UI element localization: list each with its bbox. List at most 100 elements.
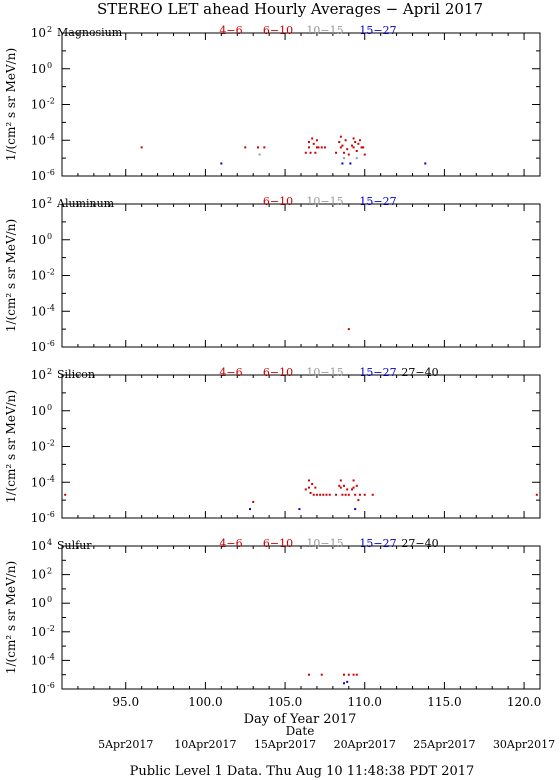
- element-label: Silicon: [57, 368, 95, 381]
- legend-label: 10−15: [306, 195, 343, 208]
- date-tick-label: 15Apr2017: [254, 738, 316, 751]
- legend-label: 4−6: [219, 24, 242, 37]
- data-point: [343, 484, 346, 487]
- data-point: [346, 148, 349, 151]
- data-point: [335, 493, 338, 496]
- series-6-10: [304, 479, 374, 502]
- data-point: [140, 146, 143, 149]
- date-tick-label: 25Apr2017: [413, 738, 475, 751]
- data-point: [249, 508, 252, 511]
- y-tick-label: 10: [31, 98, 46, 112]
- data-point: [307, 673, 310, 676]
- data-point: [350, 144, 353, 147]
- data-point: [355, 149, 358, 152]
- data-point: [354, 141, 357, 144]
- data-point: [339, 146, 342, 149]
- legend-label: 15−27: [359, 366, 396, 379]
- data-point: [311, 137, 314, 140]
- plot-frame: [61, 545, 541, 690]
- y-tick-exponent: -6: [47, 168, 55, 177]
- data-point: [312, 142, 315, 145]
- data-point: [352, 673, 355, 676]
- data-point: [220, 162, 223, 165]
- data-point: [309, 491, 312, 494]
- data-point: [355, 673, 358, 676]
- series-15-27: [220, 162, 427, 165]
- series-6-10: [307, 673, 358, 676]
- y-tick-label: 10: [31, 682, 46, 696]
- data-point: [325, 493, 328, 496]
- legend-label: 6−10: [263, 366, 293, 379]
- x-tick-label: 105.0: [268, 695, 302, 709]
- data-point: [64, 493, 67, 496]
- data-point: [355, 484, 358, 487]
- x-axis-label: Day of Year 2017: [244, 712, 357, 727]
- data-point: [355, 157, 358, 160]
- data-point: [263, 146, 266, 149]
- data-point: [350, 488, 353, 491]
- x-tick-label: 115.0: [427, 695, 461, 709]
- date-axis-label: Date: [286, 724, 315, 738]
- legend-label: 6−10: [263, 195, 293, 208]
- data-point: [352, 486, 355, 489]
- date-tick-label: 30Apr2017: [493, 738, 555, 751]
- data-point: [323, 146, 326, 149]
- element-label: Sulfur: [57, 539, 92, 552]
- y-tick-label: 10: [31, 197, 46, 211]
- data-point: [335, 151, 338, 154]
- data-point: [343, 151, 346, 154]
- y-axis-label: 1/(cm² s sr MeV/n): [4, 561, 18, 674]
- data-point: [371, 493, 374, 496]
- y-tick-exponent: -2: [47, 97, 55, 106]
- date-tick-label: 5Apr2017: [98, 738, 153, 751]
- data-point: [309, 151, 312, 154]
- y-tick-label: 10: [31, 62, 46, 76]
- y-tick-exponent: -4: [47, 132, 55, 141]
- legend-label: 10−15: [306, 24, 343, 37]
- data-point: [304, 488, 307, 491]
- date-tick-label: 10Apr2017: [174, 738, 236, 751]
- data-point: [341, 493, 344, 496]
- data-point: [341, 162, 344, 165]
- series-4-6: [140, 146, 363, 149]
- y-tick-exponent: 2: [47, 567, 52, 576]
- legend-label: 27−40: [401, 366, 438, 379]
- data-point: [358, 493, 361, 496]
- data-point: [354, 493, 357, 496]
- y-tick-exponent: 0: [47, 61, 52, 70]
- x-tick-label: 100.0: [188, 695, 222, 709]
- plot-frame: [61, 203, 541, 348]
- legend-label: 27−40: [401, 537, 438, 550]
- plot-frame: [61, 374, 541, 519]
- data-point: [347, 493, 350, 496]
- data-point: [346, 680, 349, 683]
- data-point: [320, 146, 323, 149]
- data-point: [338, 484, 341, 487]
- data-point: [347, 328, 350, 331]
- data-point: [320, 673, 323, 676]
- y-tick-label: 10: [31, 340, 46, 354]
- data-point: [363, 493, 366, 496]
- y-tick-label: 10: [31, 133, 46, 147]
- data-point: [317, 146, 320, 149]
- data-point: [424, 162, 427, 165]
- data-point: [343, 673, 346, 676]
- data-point: [315, 139, 318, 142]
- series-6-10: [304, 135, 366, 156]
- y-tick-exponent: -2: [47, 439, 55, 448]
- data-point: [343, 157, 346, 160]
- y-tick-exponent: -6: [47, 681, 55, 690]
- y-tick-label: 10: [31, 625, 46, 639]
- y-tick-exponent: -2: [47, 624, 55, 633]
- data-point: [346, 488, 349, 491]
- data-point: [244, 146, 247, 149]
- y-tick-exponent: -4: [47, 303, 55, 312]
- y-tick-exponent: 4: [47, 538, 52, 547]
- y-tick-label: 10: [31, 304, 46, 318]
- data-point: [256, 146, 259, 149]
- data-point: [347, 673, 350, 676]
